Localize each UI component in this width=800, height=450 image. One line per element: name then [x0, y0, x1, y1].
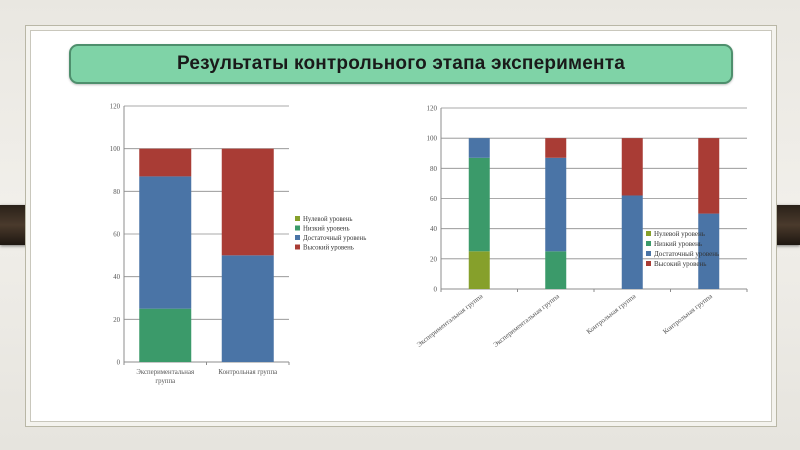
- legend-entry: Нулевой уровень: [654, 230, 705, 238]
- y-tick-label: 120: [110, 104, 121, 111]
- legend-swatch: [295, 244, 300, 250]
- bar-segment: [545, 138, 567, 158]
- bar-segment: [468, 138, 490, 158]
- legend-entry: Достаточный уровень: [303, 235, 366, 242]
- legend-swatch: [295, 235, 300, 240]
- legend-swatch: [646, 251, 651, 256]
- chart-2: 0 20 40 60 80 100 120 Экспериментальная группа Э…: [415, 105, 748, 349]
- bar-segment: [468, 251, 490, 289]
- bar-segment: [221, 255, 274, 362]
- legend-swatch: [646, 231, 651, 236]
- chart-1: 0 20 40 60 80 100 120 Экспериментальная группа Ко…: [110, 104, 367, 386]
- legend-swatch: [295, 225, 300, 231]
- y-tick-label: 0: [117, 360, 121, 367]
- y-tick-label: 20: [113, 317, 120, 324]
- bar-segment: [139, 308, 192, 362]
- y-tick-label: 40: [430, 225, 438, 233]
- legend-entry: Высокий уровень: [654, 260, 706, 268]
- y-tick-label: 60: [113, 232, 120, 239]
- bar-segment: [545, 157, 567, 252]
- bar-segment: [468, 157, 490, 252]
- legend-swatch: [646, 261, 651, 266]
- slide: Результаты контрольного этапа эксперимен…: [30, 30, 772, 422]
- bar-segment: [221, 148, 274, 256]
- y-tick-label: 20: [430, 255, 438, 263]
- y-tick-label: 40: [113, 274, 120, 281]
- y-tick-label: 100: [427, 135, 438, 143]
- bar-segment: [698, 213, 720, 289]
- slide-title: Результаты контрольного этапа эксперимен…: [176, 53, 626, 74]
- y-tick-label: 80: [113, 189, 120, 196]
- bar-segment: [139, 176, 192, 309]
- left-decor-tab: [0, 205, 30, 245]
- legend-entry: Низкий уровень: [303, 226, 350, 233]
- legend-entry: Нулевой уровень: [303, 216, 352, 223]
- x-category-label: Экспериментальная группа: [136, 369, 194, 385]
- y-tick-label: 100: [110, 146, 121, 153]
- y-tick-label: 120: [427, 105, 438, 113]
- bar-segment: [621, 195, 643, 289]
- legend-entry: Достаточный уровень: [654, 250, 719, 258]
- bar-segment: [545, 251, 567, 289]
- bar-segment: [698, 138, 720, 214]
- title-banner: Результаты контрольного этапа эксперимен…: [69, 44, 733, 84]
- y-tick-label: 60: [430, 195, 438, 203]
- x-category-label: Контрольная группа: [585, 292, 638, 336]
- legend-swatch: [295, 216, 300, 221]
- bar-segment: [139, 148, 192, 177]
- x-category-label: Контрольная группа: [218, 369, 277, 376]
- legend-entry: Низкий уровень: [654, 240, 702, 248]
- y-tick-label: 0: [434, 286, 438, 294]
- bar-segment: [621, 138, 643, 196]
- x-category-label: Контрольная группа: [661, 292, 714, 336]
- legend-swatch: [646, 241, 651, 246]
- right-decor-tab: [770, 205, 800, 245]
- legend-entry: Высокий уровень: [303, 245, 354, 252]
- x-category-label: Экспериментальная группа: [492, 292, 562, 349]
- y-tick-label: 80: [430, 165, 438, 173]
- x-category-label: Экспериментальная группа: [415, 292, 485, 349]
- charts-canvas: 0 20 40 60 80 100 120 Экспериментальная группа Ко…: [110, 104, 748, 386]
